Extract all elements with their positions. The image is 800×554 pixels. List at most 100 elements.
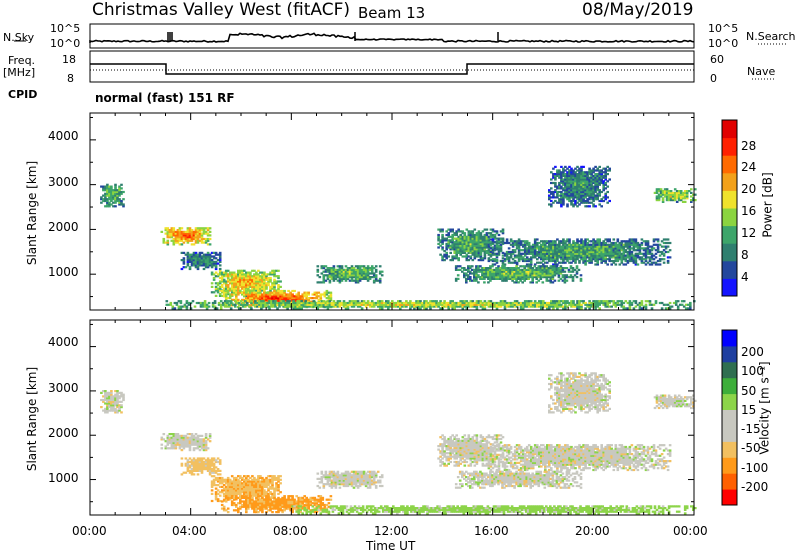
velocity-colorbar-swatch (722, 457, 737, 474)
freq-panel-frame (89, 50, 695, 83)
velocity-ylabel: Slant Range [km] (25, 366, 40, 472)
power-echo-region (487, 238, 672, 266)
freq-tick-top: 18 (62, 53, 76, 66)
velocity-echo-region (180, 457, 222, 476)
power-colorbar-swatch (722, 120, 737, 139)
power-echo-region (548, 165, 611, 208)
nsky-panel-frame (89, 23, 695, 49)
velocity-echo-region (454, 470, 583, 489)
velocity-cbar-tick: 15 (741, 403, 757, 417)
velocity-colorbar-swatch (722, 361, 737, 379)
power-ylabel: Slant Range [km] (25, 160, 40, 266)
velocity-echo-region (487, 444, 672, 472)
power-colorbar-swatch (722, 260, 737, 279)
power-colorbar-swatch (722, 225, 737, 244)
power-cbar-tick: 24 (741, 160, 757, 174)
nsky-tick-top: 10^5 (50, 22, 81, 35)
velocity-cbar-tick: -200 (741, 480, 769, 494)
power-echo-region (160, 227, 212, 246)
power-panel-frame (89, 112, 695, 311)
beam-label: Beam 13 (358, 4, 426, 22)
power-colorbar-swatch (722, 208, 737, 227)
power-colorbar-swatch (722, 137, 737, 156)
velocity-colorbar-swatch (722, 489, 737, 506)
velocity-colorbar-swatch (722, 345, 737, 363)
velocity-colorbar-swatch (722, 393, 737, 410)
power-colorbar-label: Power [dB] (760, 172, 775, 238)
power-echo-region (180, 251, 222, 271)
velocity-colorbar-swatch (722, 377, 737, 395)
xaxis-label: Time UT (366, 539, 416, 553)
power-echo-region (316, 265, 384, 284)
date-label: 08/May/2019 (582, 0, 694, 20)
power-echo-region (165, 300, 696, 310)
freq-unit: [MHz] (3, 66, 36, 79)
nsearch-tick-top: 10^5 (708, 22, 739, 35)
power-ytick-4000: 4000 (48, 129, 79, 143)
velocity-echo-region (316, 470, 384, 489)
nsky-tick-bottom: 10^0 (50, 37, 81, 50)
velocity-echo-region (653, 394, 697, 410)
power-echo-region (653, 188, 697, 203)
power-cbar-tick: 16 (741, 204, 757, 218)
power-cbar-tick: 12 (741, 226, 757, 240)
velocity-echo-region (548, 372, 611, 414)
cpid-text: normal (fast) 151 RF (95, 91, 235, 105)
power-echo-region (454, 265, 583, 284)
power-cbar-tick: 28 (741, 139, 757, 153)
xtick-6: 00:00 (673, 524, 708, 538)
power-colorbar-swatch (722, 278, 737, 297)
power-cbar-tick: 4 (741, 270, 749, 284)
cpid-label: CPID (8, 88, 38, 101)
power-cbar-tick: 8 (741, 248, 749, 262)
power-ytick-2000: 2000 (48, 220, 79, 234)
nsearch-label: N.Search (746, 30, 796, 43)
xtick-4: 16:00 (474, 524, 509, 538)
velocity-echo-region (220, 495, 333, 514)
power-ytick-3000: 3000 (48, 175, 79, 189)
power-cbar-tick: 20 (741, 182, 757, 196)
xtick-1: 04:00 (172, 524, 207, 538)
power-colorbar-frame (721, 119, 738, 297)
velocity-ytick-4000: 4000 (48, 335, 79, 349)
nsearch-tick-bottom: 10^0 (708, 37, 739, 50)
nave-label: Nave (747, 65, 776, 78)
xtick-2: 08:00 (273, 524, 308, 538)
power-ytick-1000: 1000 (48, 265, 79, 279)
xtick-3: 12:00 (374, 524, 409, 538)
velocity-ytick-1000: 1000 (48, 471, 79, 485)
velocity-cbar-tick: -15 (741, 422, 761, 436)
velocity-panel-frame (89, 319, 695, 516)
freq-trace (90, 63, 694, 75)
velocity-cbar-tick: -50 (741, 441, 761, 455)
freq-label: Freq. (8, 54, 36, 67)
power-colorbar-swatch (722, 172, 737, 191)
velocity-colorbar-swatch (722, 409, 737, 426)
power-colorbar-swatch (722, 155, 737, 174)
velocity-cbar-tick: 100 (741, 364, 764, 378)
velocity-colorbar-swatch (722, 473, 737, 490)
nave-tick-top: 60 (710, 53, 724, 66)
velocity-cbar-tick: 200 (741, 345, 764, 359)
power-echo-region (100, 183, 125, 208)
nsky-label: N.Sky (3, 31, 35, 44)
velocity-colorbar-swatch (722, 330, 737, 347)
velocity-cbar-tick: 50 (741, 384, 757, 398)
velocity-echo-region (100, 390, 125, 414)
velocity-ytick-3000: 3000 (48, 381, 79, 395)
plot-title: Christmas Valley West (fitACF) (92, 0, 351, 20)
nsky-trace (89, 32, 695, 43)
velocity-colorbar-frame (721, 329, 738, 506)
velocity-echo-region (210, 475, 282, 503)
velocity-echo-region (160, 433, 212, 452)
nave-tick-bottom: 0 (710, 72, 717, 85)
power-echo-region (437, 228, 505, 262)
velocity-echo-region (291, 505, 697, 515)
velocity-colorbar-swatch (722, 425, 737, 442)
velocity-cbar-tick: -100 (741, 461, 769, 475)
power-colorbar-swatch (722, 190, 737, 209)
xtick-5: 20:00 (575, 524, 610, 538)
xtick-0: 00:00 (72, 524, 107, 538)
velocity-ytick-2000: 2000 (48, 426, 79, 440)
